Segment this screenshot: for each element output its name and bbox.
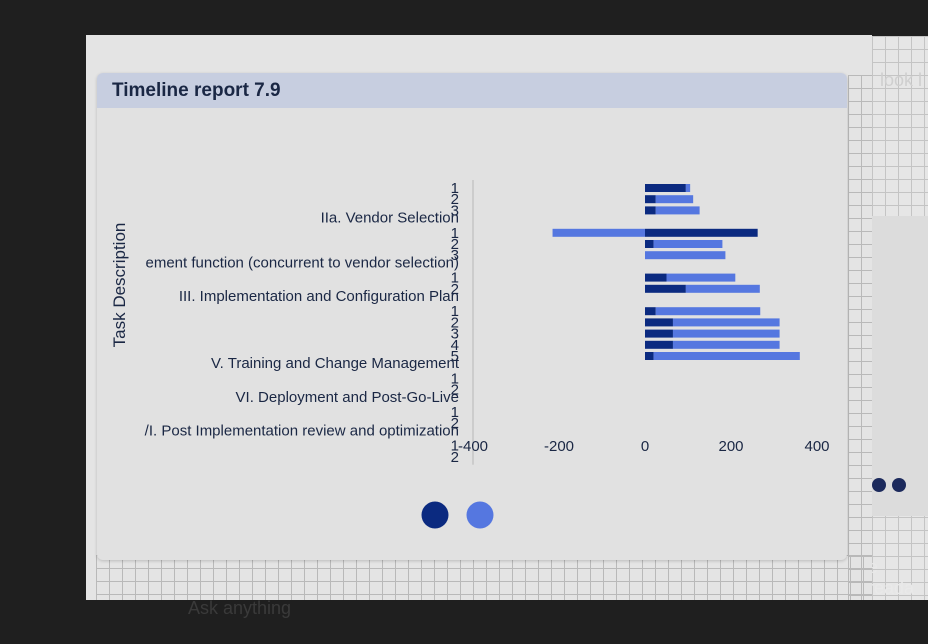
frame-grid-bottom	[96, 555, 872, 600]
y-tick-label: ement function (concurrent to vendor sel…	[146, 254, 460, 271]
bar-segment	[672, 329, 780, 338]
y-tick-label: 2	[451, 449, 459, 466]
y-tick-label: 2	[451, 191, 459, 208]
bar-segment	[685, 184, 691, 192]
y-tick-label: 1	[451, 404, 459, 421]
bar-segment	[655, 307, 761, 316]
y-tick-label: III. Implementation and Configuration Pl…	[179, 288, 459, 305]
bar-segment	[645, 307, 656, 316]
background-panel	[872, 36, 928, 600]
bar-segment	[645, 206, 656, 215]
bar-segment	[645, 352, 654, 360]
bar-segment	[645, 340, 673, 349]
report-card: Timeline report 7.9 1 2 3 IIa. Vendor Selec…	[97, 73, 847, 560]
y-tick-label: 1	[451, 438, 459, 455]
card-title: Timeline report 7.9	[112, 80, 281, 101]
bar-segment	[552, 228, 645, 237]
y-tick-label: 1	[451, 370, 459, 387]
chat-input-placeholder[interactable]: Ask anything	[188, 598, 292, 618]
bar-segment	[653, 352, 800, 360]
y-tick-label: 1	[451, 225, 459, 242]
bar-segment	[655, 206, 700, 215]
bar-segment	[685, 284, 760, 293]
y-tick-label: 3	[451, 202, 459, 219]
background-legend-dot-light	[892, 478, 906, 492]
y-tick-label: IIa. Vendor Selection	[321, 210, 459, 227]
y-tick-label: 2	[451, 236, 459, 253]
x-tick-label: 200	[718, 438, 743, 455]
bar-segment	[672, 318, 780, 327]
y-tick-label: 3	[451, 326, 459, 343]
bar-segment	[645, 318, 673, 327]
bar-segment	[653, 240, 723, 248]
bar-segment	[645, 184, 686, 192]
background-text-mid: e reada	[868, 557, 915, 598]
y-axis-title: Task Description	[110, 223, 129, 348]
y-tick-label: 1	[451, 303, 459, 320]
y-tick-label: 4	[451, 337, 459, 354]
background-legend-dot-dark	[872, 478, 886, 492]
y-tick-label: 3	[451, 247, 459, 264]
bar-segment	[672, 340, 780, 349]
legend-dot	[466, 501, 494, 529]
bar-segment	[645, 284, 686, 293]
background-text-top: look l	[880, 70, 923, 90]
bar-segment	[645, 329, 673, 338]
bar-segment	[645, 228, 758, 237]
x-tick-label: 400	[804, 438, 829, 455]
y-tick-label: VI. Deployment and Post-Go-Live	[236, 389, 459, 406]
y-tick-label: 2	[451, 281, 459, 298]
legend-dot	[421, 501, 449, 529]
card-header: Timeline report 7.9	[97, 73, 847, 108]
bar-segment	[645, 273, 667, 282]
y-tick-label: /I. Post Implementation review and optim…	[145, 422, 459, 439]
bar-segment	[645, 240, 654, 248]
frame-grid-right	[848, 75, 872, 600]
bar-segment	[666, 273, 736, 282]
y-tick-label: 5	[451, 348, 459, 365]
y-tick-label: 1	[451, 270, 459, 287]
background-chart-thumbnail	[872, 216, 928, 516]
bar-segment	[655, 195, 694, 204]
bar-segment	[645, 251, 726, 260]
x-tick-label: -400	[458, 438, 488, 455]
x-tick-label: -200	[544, 438, 574, 455]
y-tick-label: 1	[451, 180, 459, 197]
y-tick-label: V. Training and Change Management	[211, 355, 460, 372]
y-tick-label: 2	[451, 382, 459, 399]
image-preview-frame: Timeline report 7.9 1 2 3 IIa. Vendor Selec…	[86, 35, 872, 600]
y-tick-label: 2	[451, 415, 459, 432]
x-tick-label: 0	[641, 438, 649, 455]
bar-segment	[645, 195, 656, 204]
y-tick-label: 2	[451, 314, 459, 331]
